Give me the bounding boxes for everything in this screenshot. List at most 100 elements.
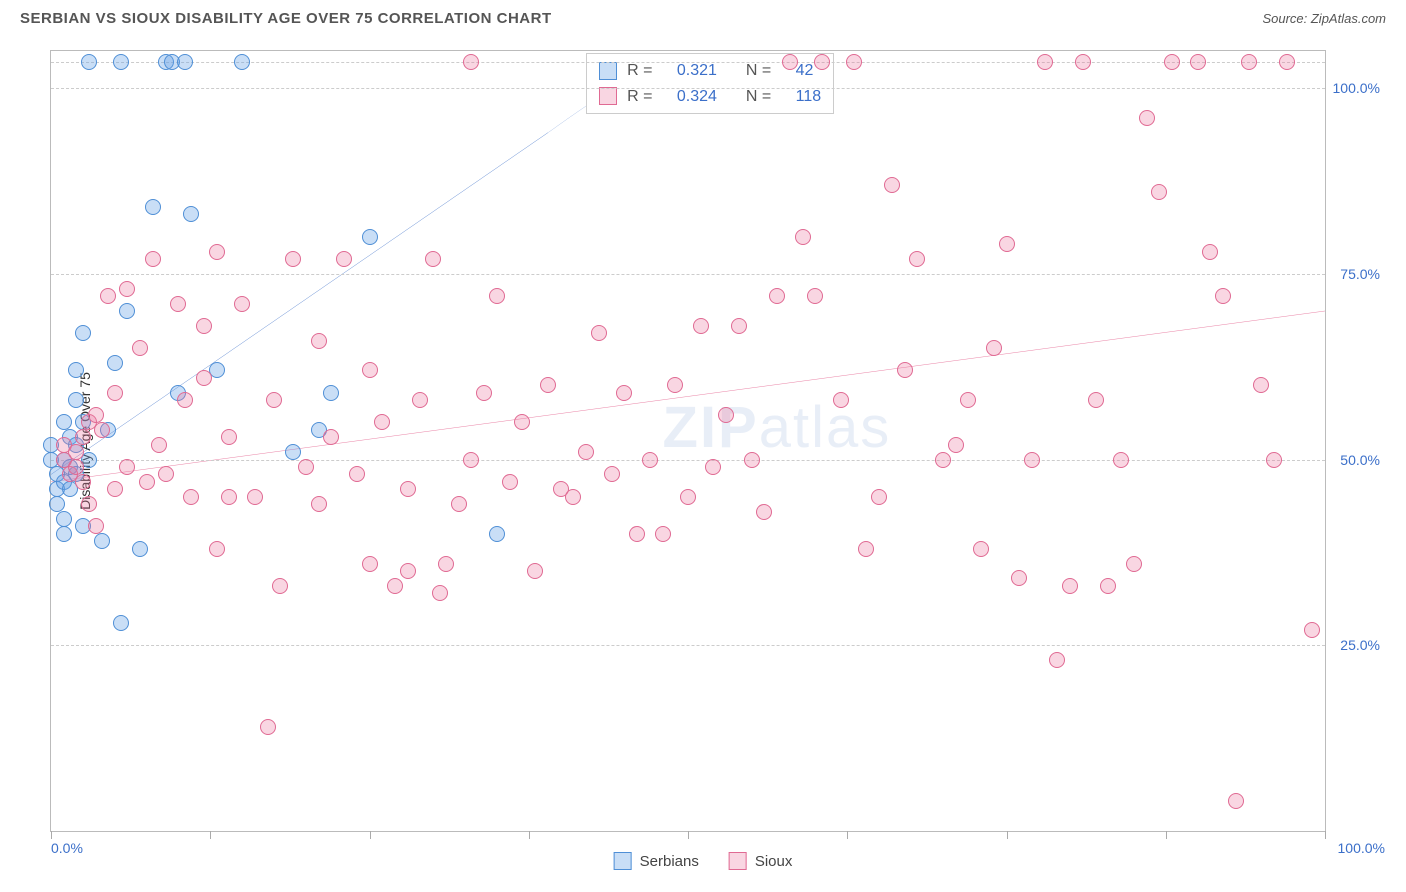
data-point: [139, 474, 155, 490]
data-point: [323, 429, 339, 445]
source-attribution: Source: ZipAtlas.com: [1262, 11, 1386, 26]
data-point: [1304, 622, 1320, 638]
data-point: [476, 385, 492, 401]
data-point: [960, 392, 976, 408]
x-tick: [1166, 831, 1167, 839]
data-point: [119, 459, 135, 475]
data-point: [999, 236, 1015, 252]
data-point: [986, 340, 1002, 356]
data-point: [311, 333, 327, 349]
data-point: [438, 556, 454, 572]
data-point: [183, 489, 199, 505]
legend-item-serbians: Serbians: [614, 852, 699, 870]
swatch-icon: [614, 852, 632, 870]
data-point: [489, 288, 505, 304]
data-point: [56, 526, 72, 542]
data-point: [75, 429, 91, 445]
x-tick: [370, 831, 371, 839]
data-point: [1139, 110, 1155, 126]
data-point: [616, 385, 632, 401]
data-point: [565, 489, 581, 505]
gridline: [51, 460, 1325, 461]
x-tick: [688, 831, 689, 839]
data-point: [655, 526, 671, 542]
data-point: [151, 437, 167, 453]
data-point: [463, 54, 479, 70]
chart-container: Disability Age Over 75 ZIPatlas R = 0.32…: [50, 50, 1386, 832]
data-point: [247, 489, 263, 505]
data-point: [170, 296, 186, 312]
data-point: [846, 54, 862, 70]
y-tick-label: 75.0%: [1340, 266, 1380, 282]
legend-label: Sioux: [755, 853, 793, 870]
data-point: [540, 377, 556, 393]
data-point: [412, 392, 428, 408]
data-point: [858, 541, 874, 557]
data-point: [591, 325, 607, 341]
data-point: [234, 54, 250, 70]
data-point: [107, 385, 123, 401]
data-point: [362, 556, 378, 572]
data-point: [973, 541, 989, 557]
data-point: [68, 444, 84, 460]
data-point: [107, 481, 123, 497]
data-point: [387, 578, 403, 594]
data-point: [68, 362, 84, 378]
data-point: [1215, 288, 1231, 304]
y-tick-label: 25.0%: [1340, 637, 1380, 653]
legend-label: Serbians: [640, 853, 699, 870]
legend-item-sioux: Sioux: [729, 852, 793, 870]
data-point: [1202, 244, 1218, 260]
data-point: [298, 459, 314, 475]
data-point: [209, 541, 225, 557]
data-point: [909, 251, 925, 267]
data-point: [119, 303, 135, 319]
data-point: [897, 362, 913, 378]
data-point: [88, 518, 104, 534]
data-point: [196, 318, 212, 334]
data-point: [88, 407, 104, 423]
data-point: [667, 377, 683, 393]
x-tick: [529, 831, 530, 839]
data-point: [1164, 54, 1180, 70]
series-legend: Serbians Sioux: [614, 852, 793, 870]
data-point: [1126, 556, 1142, 572]
data-point: [362, 229, 378, 245]
data-point: [814, 54, 830, 70]
data-point: [948, 437, 964, 453]
data-point: [604, 466, 620, 482]
data-point: [145, 199, 161, 215]
data-point: [693, 318, 709, 334]
data-point: [1100, 578, 1116, 594]
data-point: [833, 392, 849, 408]
data-point: [578, 444, 594, 460]
data-point: [400, 563, 416, 579]
data-point: [81, 54, 97, 70]
gridline: [51, 645, 1325, 646]
data-point: [705, 459, 721, 475]
y-tick-label: 50.0%: [1340, 452, 1380, 468]
data-point: [100, 288, 116, 304]
data-point: [629, 526, 645, 542]
data-point: [132, 340, 148, 356]
data-point: [196, 370, 212, 386]
x-tick: [847, 831, 848, 839]
data-point: [209, 244, 225, 260]
x-tick: [210, 831, 211, 839]
data-point: [680, 489, 696, 505]
data-point: [718, 407, 734, 423]
data-point: [527, 563, 543, 579]
data-point: [502, 474, 518, 490]
data-point: [374, 414, 390, 430]
data-point: [49, 496, 65, 512]
data-point: [756, 504, 772, 520]
data-point: [158, 466, 174, 482]
data-point: [113, 54, 129, 70]
data-point: [68, 459, 84, 475]
data-point: [935, 452, 951, 468]
data-point: [1113, 452, 1129, 468]
data-point: [1024, 452, 1040, 468]
data-point: [56, 511, 72, 527]
data-point: [285, 444, 301, 460]
data-point: [1241, 54, 1257, 70]
